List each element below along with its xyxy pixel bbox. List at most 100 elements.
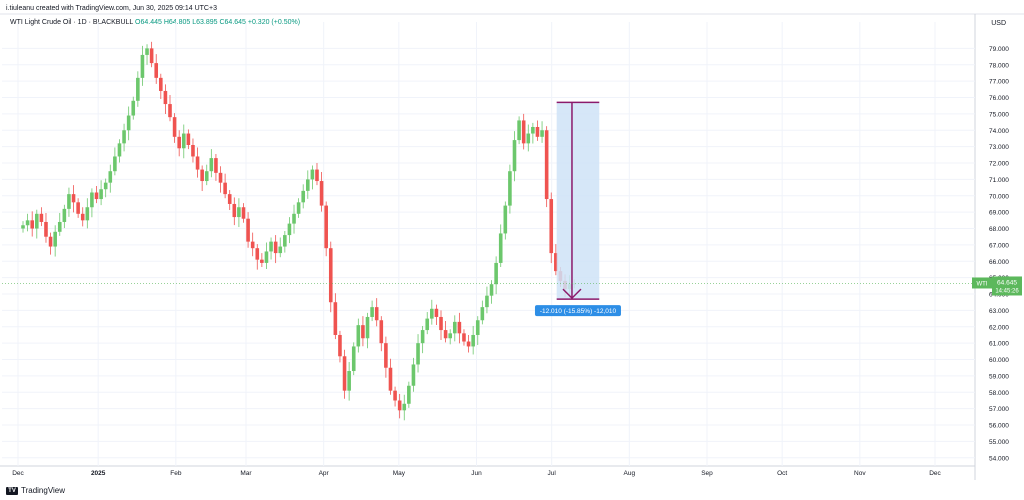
candle-body <box>374 307 379 321</box>
candle-body <box>310 169 315 180</box>
candle-body <box>250 241 255 249</box>
candle-body <box>99 189 103 200</box>
last-price-tag[interactable] <box>992 276 1022 296</box>
candle-body <box>149 48 154 64</box>
candle-body <box>122 130 126 144</box>
candle-body <box>191 145 195 157</box>
price-tick-label: 58.000 <box>989 390 1009 397</box>
price-tick-label: 71.000 <box>989 177 1009 184</box>
candle-body <box>480 307 485 321</box>
measure-label-box[interactable] <box>534 305 621 317</box>
candle-body <box>269 241 273 252</box>
candle-body <box>503 205 508 234</box>
measure-area[interactable] <box>556 102 600 300</box>
price-tick-label: 66.000 <box>989 259 1009 266</box>
candle-body <box>181 133 186 149</box>
candle-body <box>140 54 145 78</box>
price-tick-label: 72.000 <box>989 161 1009 168</box>
candle-body <box>21 225 25 229</box>
symbol-legend[interactable]: WTI Light Crude Oil · 1D · BLACKBULL O64… <box>10 19 300 26</box>
candle-body <box>154 63 159 78</box>
candle-body <box>475 320 480 335</box>
candle-body <box>76 202 80 214</box>
price-tick-label: 55.000 <box>989 439 1009 446</box>
candle-body <box>218 172 223 183</box>
candle-body <box>209 158 214 172</box>
price-tick-label: 59.000 <box>989 373 1009 380</box>
price-tick-label: 61.000 <box>989 341 1009 348</box>
candle-body <box>62 208 67 222</box>
candle-body <box>328 248 333 303</box>
candle-body <box>39 213 44 222</box>
candle-body <box>126 115 131 131</box>
candle-body <box>103 182 108 190</box>
candle-body <box>430 308 434 319</box>
candle-body <box>145 48 149 55</box>
bar-countdown: 14:45:26 <box>995 288 1019 294</box>
candle-body <box>407 385 411 404</box>
time-tick-label: Feb <box>170 470 182 477</box>
last-price-symbol-box <box>972 277 992 289</box>
candle-body <box>57 221 62 232</box>
candle-body <box>273 241 278 254</box>
candle-body <box>397 400 402 411</box>
candle-body <box>549 199 554 254</box>
candle-body <box>554 253 558 272</box>
footer-brand-name: TradingView <box>21 486 66 495</box>
candle-body <box>44 221 48 237</box>
time-tick-label: Nov <box>854 470 866 477</box>
currency-label[interactable]: USD <box>991 20 1006 27</box>
tradingview-logo-icon: TV <box>6 486 18 495</box>
last-price-symbol: WTI <box>977 281 988 287</box>
candle-body <box>186 133 191 146</box>
candle-body <box>255 248 260 260</box>
candle-body <box>214 158 218 173</box>
time-tick-label: Aug <box>624 470 636 477</box>
legend-symbol: WTI Light Crude Oil · 1D · BLACKBULL <box>10 19 134 26</box>
candle-body <box>85 207 90 221</box>
candle-body <box>526 133 531 144</box>
candle-body <box>457 321 462 334</box>
candle-body <box>296 202 301 214</box>
time-tick-label: Apr <box>319 470 330 477</box>
candle-body <box>365 316 370 339</box>
candle-body <box>425 318 430 331</box>
price-tick-label: 60.000 <box>989 357 1009 364</box>
time-tick-label: Jul <box>548 470 557 477</box>
candle-body <box>439 316 443 331</box>
candle-body <box>108 171 113 183</box>
candle-body <box>71 194 76 203</box>
footer-brand: TV TradingView <box>6 486 65 495</box>
price-tick-label: 77.000 <box>989 79 1009 86</box>
candle-body <box>163 90 168 105</box>
candle-body <box>319 181 324 206</box>
candle-body <box>48 236 53 247</box>
candle-body <box>388 367 393 391</box>
candle-body <box>131 100 136 116</box>
measure-label-text: -12.010 (-15.85%) -12,010 <box>540 308 617 315</box>
candle-body <box>494 262 498 285</box>
price-tick-label: 78.000 <box>989 62 1009 69</box>
time-tick-label: Sep <box>701 470 713 477</box>
candle-body <box>434 308 439 317</box>
candle-body <box>241 207 246 219</box>
candle-body <box>25 220 30 226</box>
candle-body <box>232 203 237 218</box>
candle-body <box>260 259 264 263</box>
candle-body <box>200 169 204 182</box>
candle-body <box>448 333 452 339</box>
candle-body <box>168 104 172 118</box>
candle-body <box>356 325 361 347</box>
candle-body <box>223 182 227 195</box>
candle-body <box>159 77 163 91</box>
candle-body <box>53 231 57 247</box>
price-tick-label: 56.000 <box>989 423 1009 430</box>
candle-body <box>315 169 319 182</box>
candle-body <box>80 213 85 221</box>
candle-body <box>540 130 544 137</box>
price-tick-label: 63.000 <box>989 308 1009 315</box>
candle-body <box>264 251 269 263</box>
candle-body <box>195 156 200 170</box>
chart-credit: i.tiuleanu created with TradingView.com,… <box>6 5 217 12</box>
